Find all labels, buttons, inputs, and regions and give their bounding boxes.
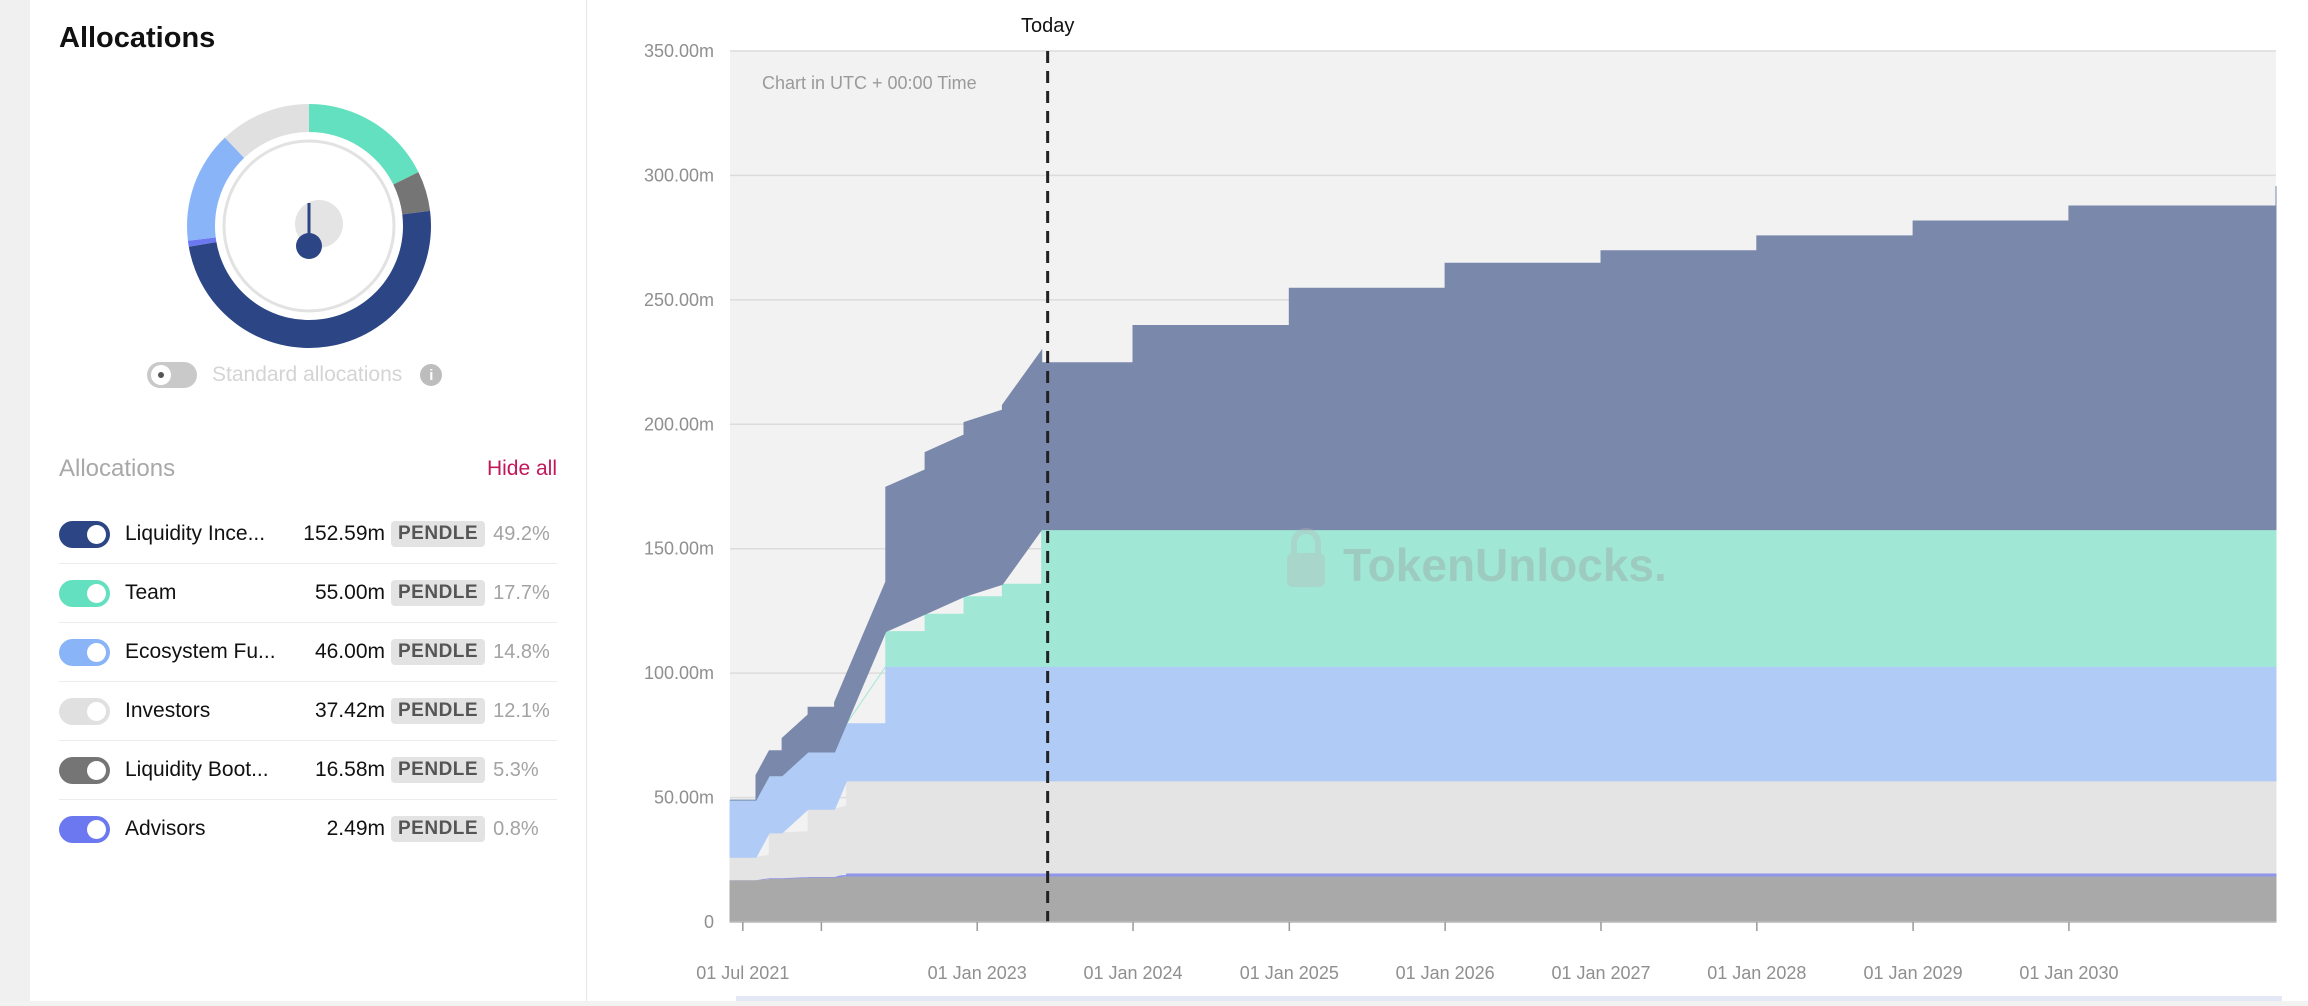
watermark-lock-shackle	[1291, 528, 1321, 553]
x-tick-label: 01 Jan 2025	[1240, 963, 1339, 983]
donut-slice[interactable]	[309, 104, 419, 185]
y-tick-label: 200.00m	[644, 414, 714, 434]
area-series[interactable]	[729, 780, 2277, 881]
x-tick-label: 01 Jan 2029	[1864, 963, 1963, 983]
allocation-row: Investors 37.42m PENDLE 12.1%	[59, 682, 557, 741]
x-tick-label: 01 Jan 2028	[1707, 963, 1806, 983]
donut-inner-ring	[222, 139, 396, 313]
allocation-name: Liquidity Boot...	[125, 758, 269, 781]
allocation-toggle[interactable]	[59, 697, 110, 725]
donut-slice[interactable]	[393, 172, 431, 215]
standard-allocations-toggle[interactable]	[147, 362, 197, 388]
dial-hub	[296, 233, 322, 259]
token-badge: PENDLE	[391, 580, 486, 606]
donut-slice[interactable]	[224, 104, 309, 158]
token-badge: PENDLE	[391, 816, 486, 842]
allocation-name: Investors	[125, 699, 211, 722]
area-series[interactable]	[730, 186, 2277, 801]
allocation-percent: 14.8%	[493, 640, 550, 663]
y-tick-label: 50.00m	[654, 788, 714, 808]
token-badge: PENDLE	[391, 757, 486, 783]
allocation-amount: 46.00m	[314, 640, 385, 663]
allocation-percent: 49.2%	[493, 522, 550, 545]
vesting-chart: 0 50.00m 100.00m 150.00m 200.00m 250.00m 300.0…	[587, 0, 2308, 1001]
y-tick-label: 100.00m	[644, 663, 714, 683]
vesting-chart-svg: 0 50.00m 100.00m 150.00m 200.00m 250.00m 300.0…	[644, 15, 2282, 1001]
standard-allocations-row: Standard allocations i	[147, 360, 443, 390]
y-tick-label: 250.00m	[644, 290, 714, 310]
allocation-name: Advisors	[125, 817, 206, 840]
allocation-amount: 37.42m	[314, 699, 385, 722]
left-gutter	[0, 0, 30, 1001]
allocation-percent: 17.7%	[493, 581, 550, 604]
x-tick-label: 01 Jan 2024	[1083, 963, 1182, 983]
hide-all-button[interactable]: Hide all	[486, 457, 557, 480]
allocation-donut-chart	[184, 101, 434, 351]
allocation-row: Liquidity Ince... 152.59m PENDLE 49.2%	[59, 505, 557, 564]
chart-annotation: Chart in UTC + 00:00 Time	[762, 73, 977, 93]
stacked-areas	[729, 186, 2277, 923]
y-tick-label: 350.00m	[644, 41, 714, 61]
y-tick-label: 300.00m	[644, 165, 714, 185]
x-tick-label: 01 Jul 2021	[696, 963, 789, 983]
area-series[interactable]	[729, 875, 2277, 923]
allocation-name: Liquidity Ince...	[125, 522, 266, 545]
token-badge: PENDLE	[391, 698, 486, 724]
token-badge: PENDLE	[391, 521, 486, 547]
allocation-toggle[interactable]	[59, 756, 110, 784]
allocations-panel: Allocations Standard allocations i Alloc…	[30, 0, 587, 1001]
allocation-percent: 0.8%	[493, 817, 539, 840]
allocation-toggle[interactable]	[59, 520, 110, 548]
donut-svg	[187, 104, 431, 348]
donut-slice[interactable]	[187, 237, 217, 247]
y-tick-label: 0	[704, 912, 714, 932]
watermark-lock-icon	[1287, 553, 1325, 587]
allocation-name: Ecosystem Fu...	[125, 640, 276, 663]
watermark-text: TokenUnlocks.	[1343, 539, 1667, 591]
allocation-toggle[interactable]	[59, 579, 110, 607]
donut-slice[interactable]	[187, 137, 245, 241]
allocation-amount: 152.59m	[303, 522, 385, 545]
allocation-percent: 12.1%	[493, 699, 550, 722]
allocation-percent: 5.3%	[493, 758, 539, 781]
allocation-amount: 16.58m	[314, 758, 385, 781]
allocation-amount: 55.00m	[314, 581, 385, 604]
x-tick-label: 01 Jan 2023	[928, 963, 1027, 983]
allocation-toggle[interactable]	[59, 815, 110, 843]
watermark: TokenUnlocks.	[1287, 528, 1667, 591]
y-tick-label: 150.00m	[644, 539, 714, 559]
list-header-label: Allocations	[59, 455, 176, 482]
x-tick-label: 01 Jan 2030	[2019, 963, 2118, 983]
info-icon[interactable]: i	[420, 364, 443, 386]
standard-allocations-label: Standard allocations	[212, 363, 403, 386]
allocation-row: Ecosystem Fu... 46.00m PENDLE 14.8%	[59, 623, 557, 682]
timeline-scrollbar[interactable]	[736, 996, 2282, 1001]
donut-slice[interactable]	[188, 210, 431, 348]
area-series[interactable]	[729, 665, 2277, 858]
allocation-name: Team	[125, 581, 177, 604]
x-tick-label: 01 Jan 2027	[1551, 963, 1650, 983]
allocation-row: Team 55.00m PENDLE 17.7%	[59, 564, 557, 623]
allocation-amount: 2.49m	[326, 817, 385, 840]
allocations-list-header: Allocations Hide all	[59, 455, 557, 483]
today-label: Today	[1021, 15, 1074, 37]
panel-title: Allocations	[59, 22, 216, 54]
token-badge: PENDLE	[391, 639, 486, 665]
allocation-toggle[interactable]	[59, 638, 110, 666]
allocation-row: Liquidity Boot... 16.58m PENDLE 5.3%	[59, 741, 557, 800]
x-tick-label: 01 Jan 2026	[1396, 963, 1495, 983]
allocation-row: Advisors 2.49m PENDLE 0.8%	[59, 800, 557, 858]
allocation-list: Liquidity Ince... 152.59m PENDLE 49.2% T…	[59, 505, 557, 858]
